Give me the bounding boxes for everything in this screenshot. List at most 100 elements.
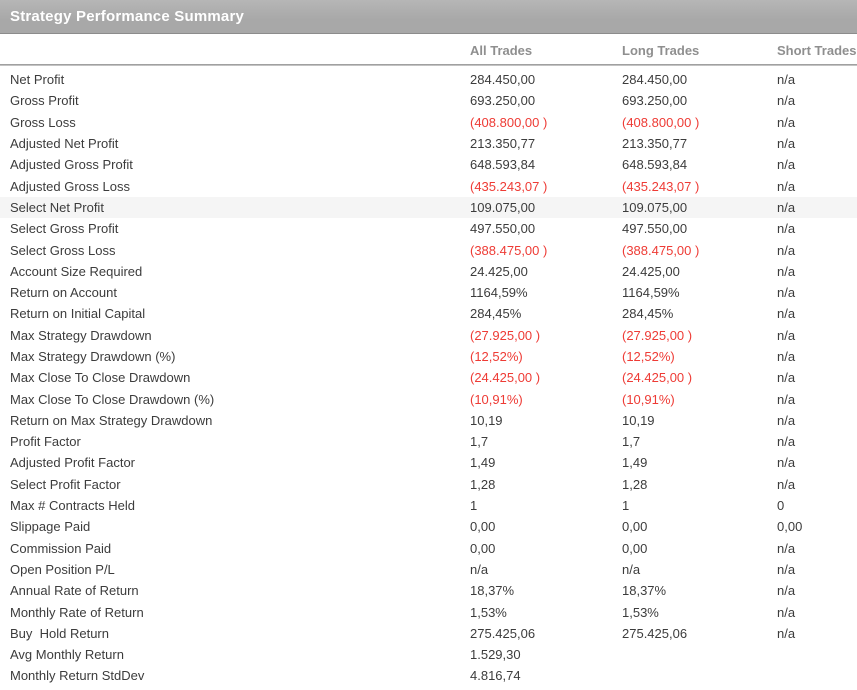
metric-label: Gross Loss xyxy=(10,114,76,130)
table-row[interactable]: Commission Paid 0,00 0,00 n/a xyxy=(0,538,857,559)
metric-label: Max Close To Close Drawdown (%) xyxy=(10,391,215,407)
table-row[interactable]: Avg Monthly Return 1.529,30 xyxy=(0,644,857,665)
table-row[interactable]: Max # Contracts Held 1 1 0 xyxy=(0,495,857,516)
value-short-trades: n/a xyxy=(777,178,796,194)
value-long-trades: 1 xyxy=(622,498,630,514)
table-row[interactable]: Open Position P/L n/a n/a n/a xyxy=(0,559,857,580)
value-long-trades: 284,45% xyxy=(622,306,674,322)
metric-label: Monthly Rate of Return xyxy=(10,604,144,620)
table-row[interactable]: Max Strategy Drawdown (%) (12,52%) (12,5… xyxy=(0,346,857,367)
metric-label: Adjusted Profit Factor xyxy=(10,455,135,471)
table-row[interactable]: Annual Rate of Return 18,37% 18,37% n/a xyxy=(0,580,857,601)
value-all-trades: 10,19 xyxy=(470,412,503,428)
table-row[interactable]: Adjusted Net Profit 213.350,77 213.350,7… xyxy=(0,133,857,154)
value-long-trades: 1,28 xyxy=(622,476,648,492)
table-row[interactable]: Select Gross Profit 497.550,00 497.550,0… xyxy=(0,218,857,239)
value-long-trades: 275.425,06 xyxy=(622,625,688,641)
value-long-trades: (12,52%) xyxy=(622,349,675,364)
metric-label: Avg Monthly Return xyxy=(10,647,124,663)
metric-label: Profit Factor xyxy=(10,434,81,450)
value-short-trades: n/a xyxy=(777,285,796,301)
value-all-trades: 693.250,00 xyxy=(470,93,536,109)
value-long-trades: 213.350,77 xyxy=(622,136,688,152)
value-all-trades: 1,53% xyxy=(470,604,507,620)
value-all-trades: (10,91%) xyxy=(470,391,523,407)
value-all-trades: (408.800,00 ) xyxy=(470,114,548,130)
value-all-trades: 1.529,30 xyxy=(470,647,521,663)
table-row[interactable]: Select Net Profit 109.075,00 109.075,00 … xyxy=(0,196,857,219)
value-long-trades: 10,19 xyxy=(622,412,655,428)
metric-label: Account Size Required xyxy=(10,263,143,279)
table-row[interactable]: Max Close To Close Drawdown (24.425,00 )… xyxy=(0,367,857,388)
table-row[interactable]: Account Size Required 24.425,00 24.425,0… xyxy=(0,261,857,282)
metric-label: Annual Rate of Return xyxy=(10,583,139,599)
value-all-trades: 1,7 xyxy=(470,434,489,450)
value-all-trades: (12,52%) xyxy=(470,349,523,364)
table-row[interactable]: Max Strategy Drawdown (27.925,00 ) (27.9… xyxy=(0,325,857,346)
value-all-trades: 4.816,74 xyxy=(470,668,521,684)
value-all-trades: 0,00 xyxy=(470,540,496,556)
metric-label: Open Position P/L xyxy=(10,561,115,577)
value-short-trades: n/a xyxy=(777,349,796,364)
value-long-trades: (24.425,00 ) xyxy=(622,370,693,386)
value-long-trades: 24.425,00 xyxy=(622,263,680,279)
value-short-trades: n/a xyxy=(777,221,796,237)
value-all-trades: 0,00 xyxy=(470,519,496,535)
table-row[interactable]: Monthly Return StdDev 4.816,74 xyxy=(0,665,857,686)
table-row[interactable]: Monthly Rate of Return 1,53% 1,53% n/a xyxy=(0,601,857,622)
table-row[interactable]: Net Profit 284.450,00 284.450,00 n/a xyxy=(0,69,857,90)
table-row[interactable]: Return on Initial Capital 284,45% 284,45… xyxy=(0,303,857,324)
value-all-trades: 284.450,00 xyxy=(470,72,536,88)
value-long-trades: (10,91%) xyxy=(622,391,675,407)
table-row[interactable]: Select Profit Factor 1,28 1,28 n/a xyxy=(0,474,857,495)
table-row[interactable]: Select Gross Loss (388.475,00 ) (388.475… xyxy=(0,239,857,260)
table-row[interactable]: Adjusted Gross Loss (435.243,07 ) (435.2… xyxy=(0,175,857,196)
value-long-trades: 1164,59% xyxy=(622,285,680,301)
metric-label: Monthly Return StdDev xyxy=(10,668,145,684)
column-header-row: All Trades Long Trades Short Trades xyxy=(0,34,857,64)
value-all-trades: 1164,59% xyxy=(470,285,528,301)
value-all-trades: 213.350,77 xyxy=(470,136,536,152)
value-long-trades: 1,53% xyxy=(622,604,659,620)
column-header-all-trades: All Trades xyxy=(470,43,533,58)
table-row[interactable]: Return on Max Strategy Drawdown 10,19 10… xyxy=(0,410,857,431)
table-row[interactable]: Return on Account 1164,59% 1164,59% n/a xyxy=(0,282,857,303)
metric-label: Gross Profit xyxy=(10,93,79,109)
header-separator xyxy=(0,64,857,66)
value-all-trades: 497.550,00 xyxy=(470,221,536,237)
value-long-trades: 693.250,00 xyxy=(622,93,688,109)
value-short-trades: n/a xyxy=(777,242,796,258)
value-long-trades: 18,37% xyxy=(622,583,667,599)
metrics-table: Net Profit 284.450,00 284.450,00 n/a Gro… xyxy=(0,66,857,687)
table-row[interactable]: Slippage Paid 0,00 0,00 0,00 xyxy=(0,516,857,537)
value-short-trades: n/a xyxy=(777,327,796,343)
table-row[interactable]: Gross Profit 693.250,00 693.250,00 n/a xyxy=(0,90,857,111)
value-short-trades: n/a xyxy=(777,434,796,450)
metric-label: Select Gross Profit xyxy=(10,221,119,237)
value-short-trades: n/a xyxy=(777,476,796,492)
value-short-trades: 0,00 xyxy=(777,519,803,535)
value-long-trades: 1,49 xyxy=(622,455,648,471)
table-row[interactable]: Buy Hold Return 275.425,06 275.425,06 n/… xyxy=(0,623,857,644)
table-row[interactable]: Gross Loss (408.800,00 ) (408.800,00 ) n… xyxy=(0,112,857,133)
value-all-trades: 18,37% xyxy=(470,583,515,599)
value-short-trades: n/a xyxy=(777,370,796,386)
value-long-trades: 0,00 xyxy=(622,540,648,556)
table-row[interactable]: Adjusted Gross Profit 648.593,84 648.593… xyxy=(0,154,857,175)
value-short-trades: n/a xyxy=(777,306,796,322)
table-row[interactable]: Max Close To Close Drawdown (%) (10,91%)… xyxy=(0,388,857,409)
value-long-trades: 1,7 xyxy=(622,434,641,450)
value-short-trades: n/a xyxy=(777,157,796,173)
table-row[interactable]: Adjusted Profit Factor 1,49 1,49 n/a xyxy=(0,452,857,473)
column-header-long-trades: Long Trades xyxy=(622,43,700,58)
table-row[interactable]: Profit Factor 1,7 1,7 n/a xyxy=(0,431,857,452)
value-short-trades: n/a xyxy=(777,455,796,471)
value-long-trades: (408.800,00 ) xyxy=(622,114,700,130)
metric-label: Max # Contracts Held xyxy=(10,498,135,514)
value-short-trades: n/a xyxy=(777,93,796,109)
value-long-trades: 284.450,00 xyxy=(622,72,688,88)
value-long-trades: (388.475,00 ) xyxy=(622,242,700,258)
page-title: Strategy Performance Summary xyxy=(10,8,245,25)
value-all-trades: (27.925,00 ) xyxy=(470,327,541,343)
